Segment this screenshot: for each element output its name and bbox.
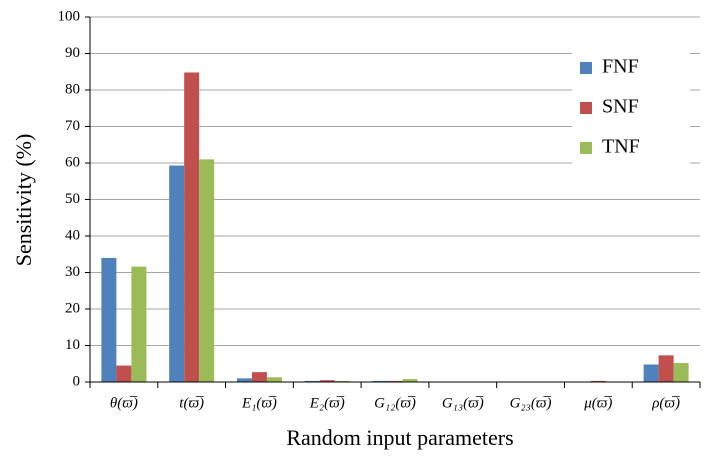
bar bbox=[131, 266, 147, 382]
bar bbox=[199, 159, 215, 382]
y-tick-label: 50 bbox=[65, 191, 80, 207]
y-tick-label: 60 bbox=[65, 154, 80, 170]
bar bbox=[101, 257, 117, 382]
bar bbox=[251, 372, 267, 382]
x-tick-label: E₁(ϖ̅) bbox=[241, 395, 277, 411]
bar bbox=[236, 378, 252, 382]
x-tick-label: θ(ϖ̅) bbox=[110, 395, 138, 411]
y-tick-label: 100 bbox=[58, 8, 81, 24]
x-tick-label: t(ϖ̅) bbox=[179, 395, 204, 411]
y-tick-label: 20 bbox=[65, 300, 80, 316]
y-axis-title: Sensitivity (%) bbox=[11, 134, 36, 267]
legend-label: FNF bbox=[602, 56, 639, 78]
x-tick-label: E₂(ϖ̅) bbox=[309, 395, 345, 411]
legend-swatch bbox=[580, 62, 592, 74]
y-tick-label: 80 bbox=[65, 81, 80, 97]
y-tick-label: 40 bbox=[65, 227, 80, 243]
bar bbox=[334, 380, 350, 382]
y-tick-label: 0 bbox=[73, 373, 81, 389]
legend-label: SNF bbox=[602, 96, 639, 118]
x-tick-label: G₁₂(ϖ̅) bbox=[374, 395, 416, 411]
bar bbox=[643, 364, 659, 382]
bar bbox=[658, 355, 674, 382]
legend-swatch bbox=[580, 142, 592, 154]
x-tick-label: ρ(ϖ̅) bbox=[651, 395, 680, 411]
y-tick-label: 30 bbox=[65, 264, 80, 280]
bar bbox=[304, 380, 320, 382]
y-tick-label: 70 bbox=[65, 118, 80, 134]
x-tick-label: G₁₃(ϖ̅) bbox=[442, 395, 484, 411]
legend-label: TNF bbox=[602, 136, 640, 158]
bar bbox=[673, 363, 689, 382]
bar bbox=[116, 365, 132, 382]
legend-swatch bbox=[580, 102, 592, 114]
x-tick-label: G₂₃(ϖ̅) bbox=[510, 395, 552, 411]
bar bbox=[402, 379, 418, 382]
bar bbox=[169, 165, 185, 382]
bar bbox=[319, 380, 335, 382]
bar bbox=[184, 72, 200, 382]
bar bbox=[372, 380, 388, 382]
bar bbox=[387, 380, 403, 382]
y-tick-label: 90 bbox=[65, 45, 80, 61]
bar bbox=[266, 377, 282, 382]
x-axis-title: Random input parameters bbox=[286, 425, 513, 450]
y-tick-label: 10 bbox=[65, 337, 80, 353]
x-tick-label: μ(ϖ̅) bbox=[583, 395, 612, 411]
bar bbox=[590, 380, 606, 382]
